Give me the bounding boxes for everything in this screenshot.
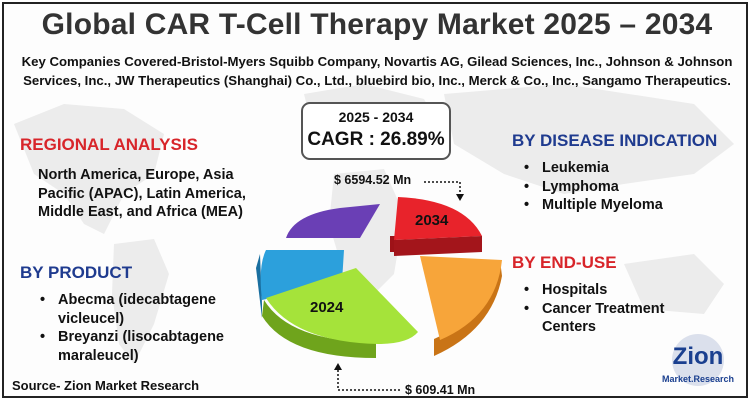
list-item: Multiple Myeloma — [522, 196, 742, 215]
zion-logo-icon: Zion Market.Research — [662, 334, 734, 386]
by-disease-indication-heading: BY DISEASE INDICATION — [512, 131, 718, 150]
regional-analysis-text: North America, Europe, Asia Pacific (APA… — [38, 167, 246, 220]
disease-list: Leukemia Lymphoma Multiple Myeloma — [522, 159, 742, 215]
pie-slice-orange — [420, 256, 502, 340]
key-companies-subtitle: Key Companies Covered-Bristol-Myers Squi… — [21, 54, 733, 88]
pie-slice-red — [394, 197, 482, 240]
leader-line-2024 — [337, 366, 402, 391]
list-item: Hospitals — [522, 281, 722, 300]
list-item: Abecma (idecabtagene vicleucel) — [38, 291, 268, 328]
pie-label-2034: 2034 — [415, 212, 449, 229]
regional-analysis-heading: REGIONAL ANALYSIS — [20, 135, 198, 154]
cagr-years: 2025 - 2034 — [338, 109, 414, 125]
leader-line-2034 — [424, 181, 461, 198]
by-end-use-heading: BY END-USE — [512, 253, 617, 272]
svg-text:Zion: Zion — [673, 343, 724, 370]
value-2034-label: $ 6594.52 Mn — [334, 173, 412, 187]
value-2024-label: $ 609.41 Mn — [405, 383, 476, 397]
list-item: Breyanzi (lisocabtagene maraleucel) — [38, 328, 268, 365]
by-product-heading: BY PRODUCT — [20, 263, 133, 282]
svg-text:Market.Research: Market.Research — [662, 374, 734, 384]
end-use-list: Hospitals Cancer Treatment Centers — [522, 281, 722, 337]
list-item: Cancer Treatment Centers — [522, 300, 722, 337]
pie-label-2024: 2024 — [310, 299, 344, 316]
list-item: Lymphoma — [522, 178, 742, 197]
zion-logo: Zion Market.Research — [652, 332, 744, 392]
source-note: Source- Zion Market Research — [12, 378, 200, 393]
pie-slice-purple — [286, 204, 380, 238]
pie-slice-blue — [260, 250, 344, 300]
list-item: Leukemia — [522, 159, 742, 178]
pie-slice-green — [266, 268, 418, 344]
cagr-rate: CAGR : 26.89% — [307, 129, 445, 150]
cagr-box: 2025 - 2034 CAGR : 26.89% — [301, 102, 451, 160]
page-title: Global CAR T-Cell Therapy Market 2025 – … — [41, 8, 713, 41]
product-list: Abecma (idecabtagene vicleucel) Breyanzi… — [38, 291, 268, 365]
market-pie-graphic: 2034 2024 — [256, 181, 502, 391]
